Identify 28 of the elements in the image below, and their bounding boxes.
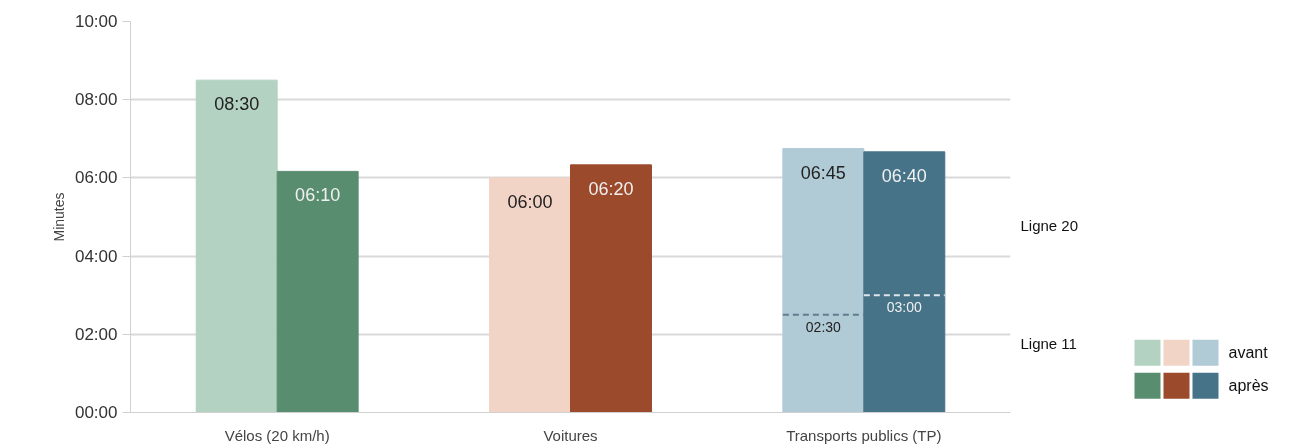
legend-label: après [1228, 377, 1269, 395]
y-tick-label: 08:00 [74, 90, 118, 110]
x-tick-label: Voitures [543, 426, 598, 444]
x-tick-label: Transports publics (TP) [786, 426, 942, 444]
text: Ligne 11 [1020, 335, 1077, 353]
ref-line-label: 03:00 [886, 299, 923, 316]
bar [782, 148, 865, 413]
legend-label: avant [1228, 344, 1269, 362]
data-label: 06:40 [881, 165, 927, 186]
data-label: 08:30 [214, 94, 260, 115]
y-tick-label: 02:00 [74, 324, 118, 344]
data-label: 06:45 [800, 162, 846, 183]
data-label: 06:10 [295, 185, 341, 206]
bar [863, 151, 946, 413]
data-label: 06:00 [507, 191, 553, 212]
y-axis-title: Minutes [50, 192, 67, 242]
y-tick-label: 06:00 [74, 168, 118, 188]
y-tick-label: 04:00 [74, 246, 118, 266]
text: Ligne 20 [1020, 217, 1079, 235]
bar [276, 170, 359, 413]
data-label: 06:20 [588, 178, 634, 199]
y-tick-label: 00:00 [74, 403, 118, 422]
x-tick-label: Vélos (20 km/h) [224, 426, 330, 444]
y-tick-label: 10:00 [74, 12, 118, 31]
bar [489, 177, 571, 413]
ref-line-label: 02:30 [805, 318, 842, 335]
bar [570, 164, 652, 413]
bar [195, 79, 278, 413]
